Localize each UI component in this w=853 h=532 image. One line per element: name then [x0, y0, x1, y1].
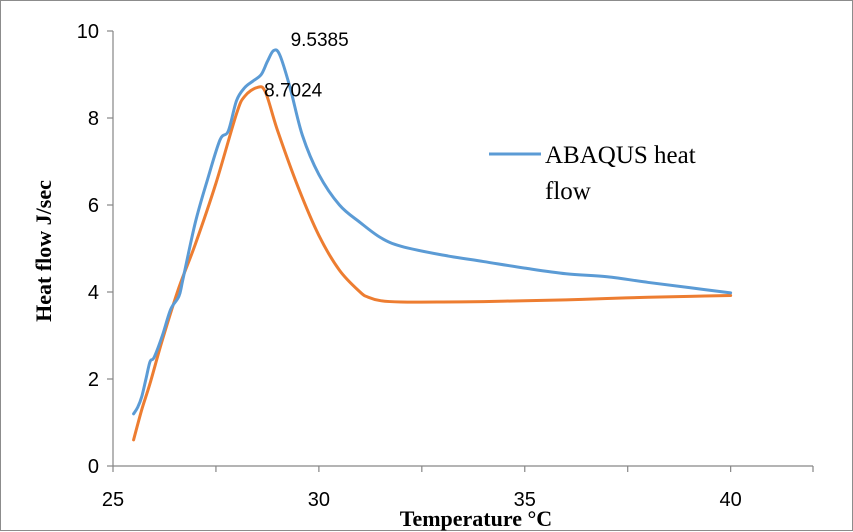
data-label: 9.5385	[291, 30, 349, 51]
y-tick-label: 10	[77, 21, 99, 43]
x-tick-label: 30	[308, 489, 330, 511]
series-lines	[132, 48, 733, 442]
y-tick-label: 0	[88, 456, 99, 478]
tick-labels: 0 2 4 6 8 10 25 30 35 40	[77, 21, 742, 511]
x-tick-label: 25	[102, 489, 124, 511]
y-axis-title: Heat flow J/sec	[31, 180, 56, 322]
x-axis-title: Temperature °C	[400, 506, 552, 531]
y-tick-label: 6	[88, 195, 99, 217]
y-tick-label: 2	[88, 369, 99, 391]
legend-label: ABAQUS heat flow	[545, 142, 696, 205]
data-labels: 9.5385 8.7024	[264, 30, 349, 101]
y-tick-label: 4	[88, 282, 99, 304]
series-line-series-2	[132, 85, 733, 442]
x-tick-label: 35	[514, 489, 536, 511]
legend: ABAQUS heat flow	[489, 142, 696, 205]
series-line-abaqus-heat-flow	[132, 48, 733, 416]
data-label: 8.7024	[264, 80, 323, 101]
x-tick-label: 40	[720, 489, 742, 511]
axes	[107, 30, 814, 472]
y-tick-label: 8	[88, 108, 99, 130]
